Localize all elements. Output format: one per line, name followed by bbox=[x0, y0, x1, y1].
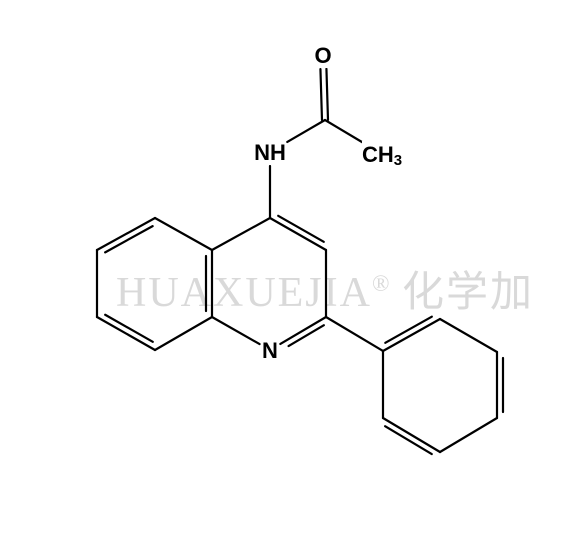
bond bbox=[326, 317, 383, 351]
bond bbox=[320, 69, 322, 120]
bond bbox=[440, 319, 497, 352]
bond bbox=[383, 418, 440, 452]
bond bbox=[97, 218, 155, 250]
bond bbox=[325, 120, 365, 144]
bond bbox=[212, 317, 260, 344]
atom-label-N1: N bbox=[262, 338, 278, 363]
bond bbox=[212, 218, 270, 250]
bond bbox=[383, 319, 440, 351]
bond bbox=[278, 216, 324, 242]
atom-label-NH: NH bbox=[254, 140, 286, 165]
bond bbox=[326, 69, 328, 120]
bond bbox=[280, 317, 326, 344]
atom-label-O: O bbox=[314, 43, 331, 68]
bond bbox=[97, 317, 155, 350]
bond bbox=[105, 226, 152, 252]
bond bbox=[287, 120, 325, 142]
bond bbox=[385, 426, 432, 454]
bond bbox=[385, 317, 432, 343]
bond bbox=[440, 418, 497, 452]
bond-layer bbox=[97, 69, 503, 454]
bond bbox=[105, 315, 153, 342]
molecule-diagram: OCH3NHN bbox=[0, 0, 564, 560]
bond bbox=[155, 317, 212, 350]
bond bbox=[270, 218, 326, 250]
bond bbox=[155, 218, 212, 250]
